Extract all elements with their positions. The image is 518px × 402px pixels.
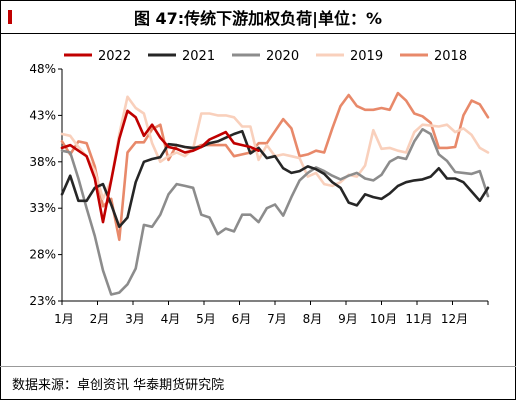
chart-legend: 2022 2021 2020 2019 2018 xyxy=(64,49,467,64)
x-tick-label: 11月 xyxy=(405,312,432,326)
y-tick-label: 38% xyxy=(29,155,56,169)
x-tick-label: 1月 xyxy=(54,312,74,326)
series-line-2020 xyxy=(60,128,490,296)
legend-label-2018: 2018 xyxy=(434,49,467,64)
legend-label-2019: 2019 xyxy=(350,49,383,64)
source-note: 数据来源：卓创资讯 华泰期货研究院 xyxy=(0,366,516,400)
legend-label-2022: 2022 xyxy=(98,49,131,64)
x-tick-label: 3月 xyxy=(125,312,145,326)
x-tick-label: 10月 xyxy=(370,312,397,326)
x-tick-label: 5月 xyxy=(196,312,216,326)
x-tick-label: 2月 xyxy=(90,312,110,326)
title-accent-bar xyxy=(8,10,12,24)
x-tick-label: 7月 xyxy=(267,312,287,326)
figure-title: 图 47:传统下游加权负荷|单位：% xyxy=(0,0,516,34)
x-tick-label: 9月 xyxy=(338,312,358,326)
legend-label-2020: 2020 xyxy=(266,49,299,64)
y-axis: 23% 28% 33% 38% 43% 48% xyxy=(29,62,63,308)
series-line-2022 xyxy=(60,109,260,224)
x-tick-label: 6月 xyxy=(232,312,252,326)
series-lines xyxy=(60,91,490,296)
x-axis: 1月 2月 3月 4月 5月 6月 7月 8月 9月 10月 11月 12月 xyxy=(54,300,489,326)
y-tick-label: 33% xyxy=(29,201,56,215)
x-tick-label: 12月 xyxy=(441,312,468,326)
legend-label-2021: 2021 xyxy=(182,49,215,64)
series-line-2018 xyxy=(60,91,490,242)
y-tick-label: 23% xyxy=(29,294,56,308)
line-chart: 2022 2021 2020 2019 2018 23%28%33%38%43%48% … xyxy=(29,49,490,326)
x-tick-label: 4月 xyxy=(161,312,181,326)
series-line-2021 xyxy=(60,129,490,229)
x-tick-label: 8月 xyxy=(303,312,323,326)
y-tick-label: 28% xyxy=(29,248,56,262)
y-tick-label: 48% xyxy=(29,62,56,76)
y-tick-label: 43% xyxy=(29,108,56,122)
